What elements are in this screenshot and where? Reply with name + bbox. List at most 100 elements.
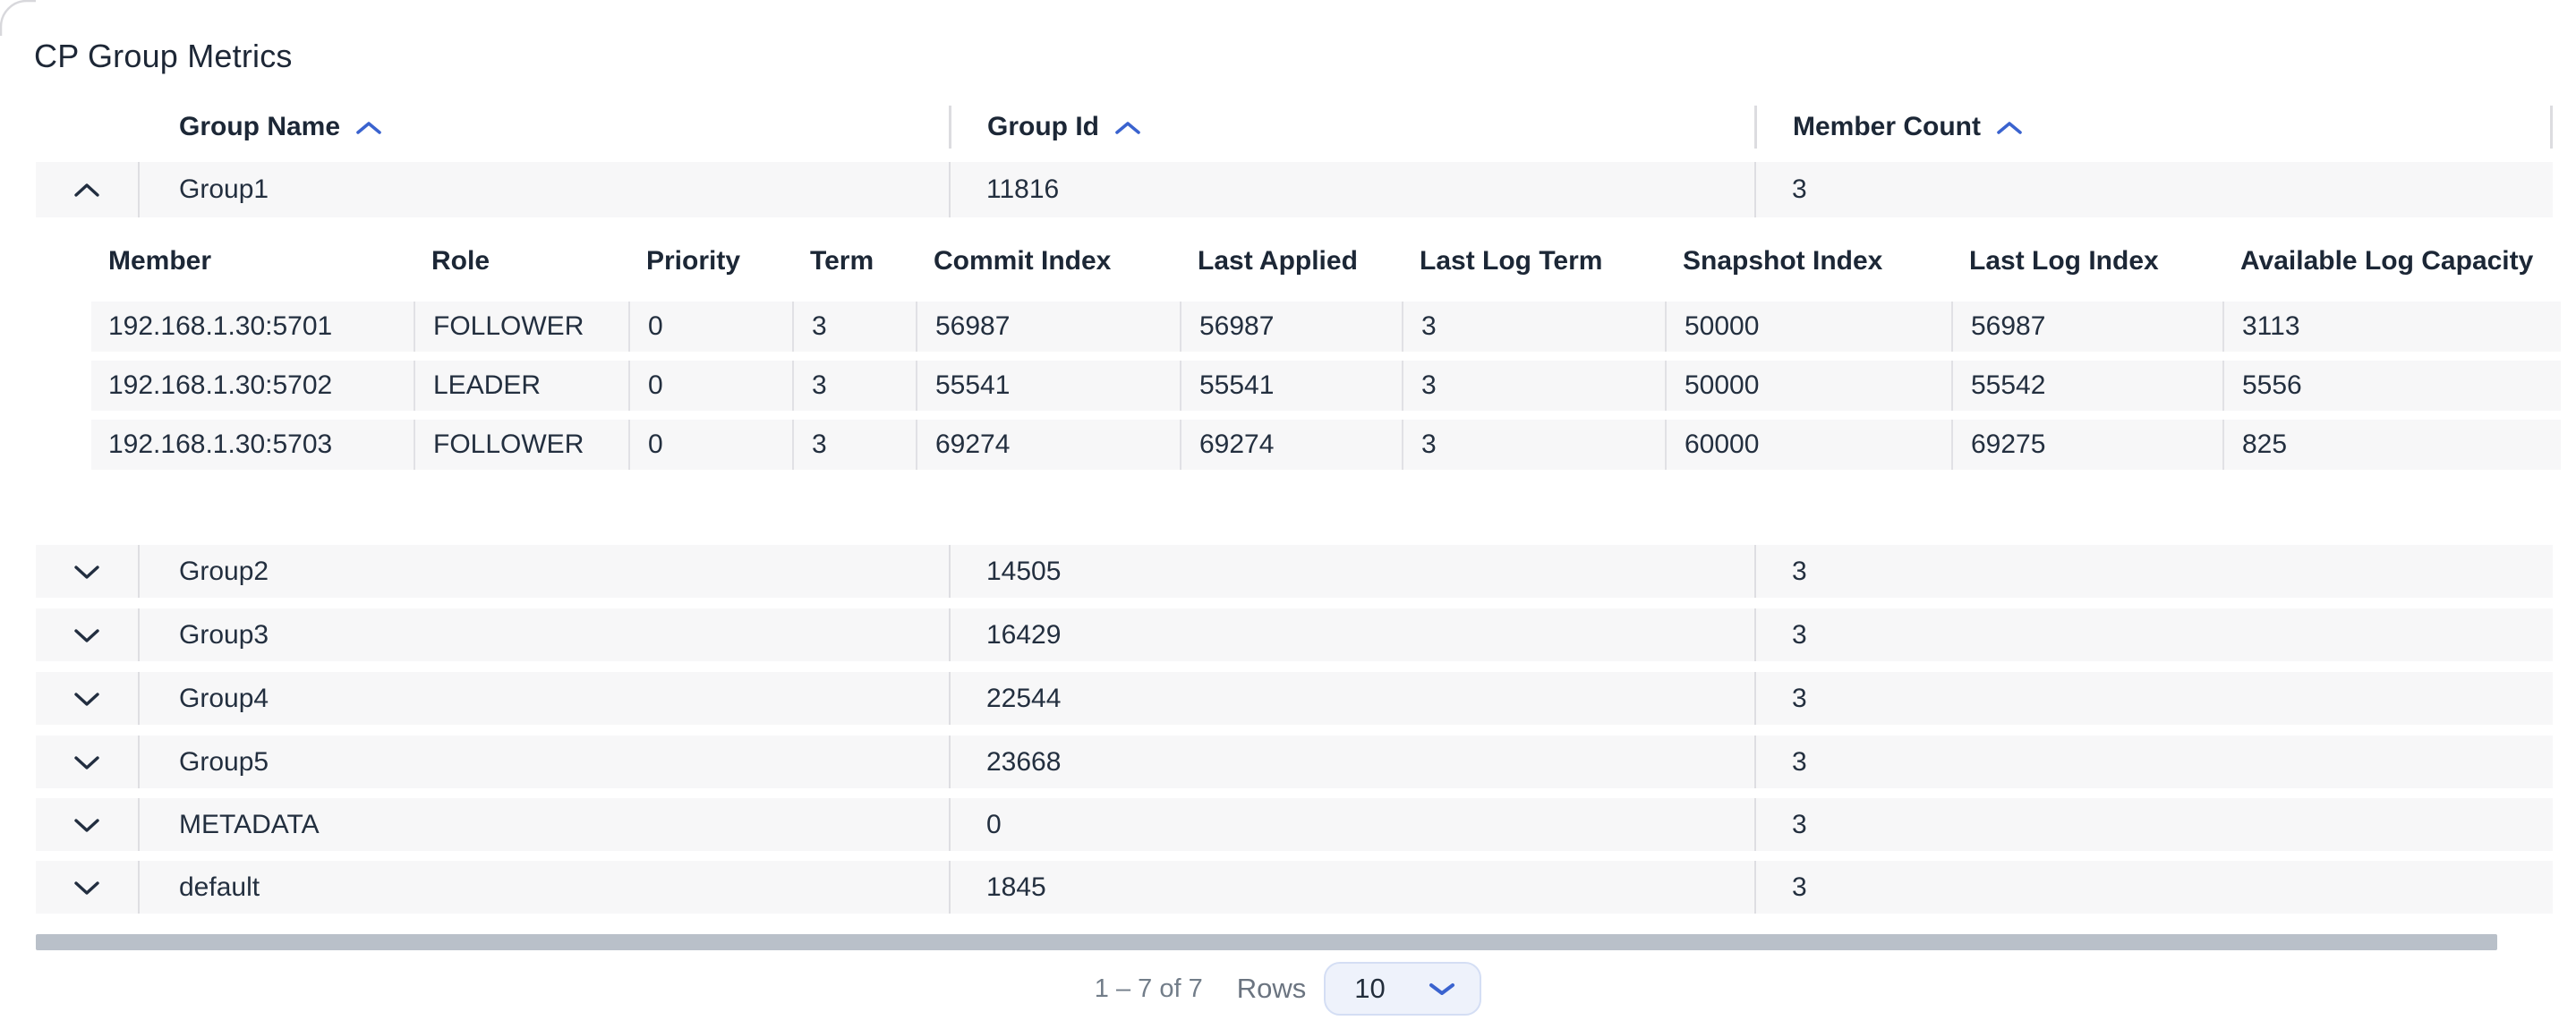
- column-header-group-id[interactable]: Group Id: [949, 106, 1754, 149]
- column-label: Group Id: [987, 112, 1099, 141]
- expander-cell: [36, 672, 140, 725]
- panel-corner: [0, 0, 36, 36]
- sort-ascending-icon: [1115, 121, 1140, 134]
- pagination-range: 1 – 7 of 7: [1094, 974, 1203, 1003]
- last-applied-cell: 69274: [1180, 420, 1402, 470]
- column-header-role: Role: [431, 246, 490, 276]
- member-count-cell: 3: [1754, 608, 2553, 661]
- group-name-cell: Group1: [179, 174, 269, 204]
- last-log-index-cell: 69275: [1951, 420, 2222, 470]
- rows-per-page-value: 10: [1354, 973, 1386, 1004]
- expander-cell: [36, 736, 140, 788]
- member-count-cell: 3: [1754, 545, 2553, 598]
- expand-row-button[interactable]: [60, 861, 114, 914]
- member-row: 192.168.1.30:5703 FOLLOWER 0 3 69274 692…: [91, 420, 2561, 470]
- expand-row-button[interactable]: [60, 545, 114, 598]
- priority-cell: 0: [628, 302, 792, 352]
- column-label: Group Name: [179, 112, 341, 141]
- column-header-snapshot-index: Snapshot Index: [1683, 246, 1883, 276]
- table-row-default[interactable]: default 1845 3: [36, 861, 2553, 914]
- group-name-cell: Group4: [179, 683, 269, 713]
- group-id-cell: 22544: [949, 672, 1754, 725]
- member-metrics-table: Member Role Priority Term Commit Index L…: [91, 243, 2561, 470]
- group-name-cell: Group5: [179, 746, 269, 777]
- member-row: 192.168.1.30:5701 FOLLOWER 0 3 56987 569…: [91, 302, 2561, 352]
- table-header-row: Group Name Group Id Member Count: [36, 106, 2553, 149]
- snapshot-index-cell: 50000: [1665, 302, 1951, 352]
- expander-cell: [36, 608, 140, 661]
- expand-row-button[interactable]: [60, 736, 114, 788]
- group-name-cell: Group3: [179, 619, 269, 650]
- group-id-cell: 14505: [949, 545, 1754, 598]
- priority-cell: 0: [628, 361, 792, 411]
- member-count-cell: 3: [1754, 162, 2553, 217]
- member-cell: 192.168.1.30:5701: [108, 311, 333, 341]
- last-log-index-cell: 55542: [1951, 361, 2222, 411]
- expand-row-button[interactable]: [60, 608, 114, 661]
- expander-cell: [36, 162, 140, 217]
- column-header-priority: Priority: [646, 246, 741, 276]
- expand-row-button[interactable]: [60, 798, 114, 851]
- chevron-up-icon: [74, 183, 99, 197]
- table-row-group4[interactable]: Group4 22544 3: [36, 672, 2553, 725]
- commit-index-cell: 69274: [916, 420, 1180, 470]
- column-header-group-name[interactable]: Group Name: [140, 106, 949, 149]
- column-header-term: Term: [810, 246, 874, 276]
- page-title: CP Group Metrics: [34, 38, 293, 74]
- column-header-member: Member: [108, 246, 212, 276]
- table-row-group5[interactable]: Group5 23668 3: [36, 736, 2553, 788]
- last-log-index-cell: 56987: [1951, 302, 2222, 352]
- available-log-capacity-cell: 5556: [2222, 361, 2561, 411]
- table-row-group1[interactable]: Group1 11816 3: [36, 162, 2553, 217]
- table-row-metadata[interactable]: METADATA 0 3: [36, 798, 2553, 851]
- priority-cell: 0: [628, 420, 792, 470]
- commit-index-cell: 55541: [916, 361, 1180, 411]
- expand-row-button[interactable]: [60, 672, 114, 725]
- term-cell: 3: [792, 302, 916, 352]
- available-log-capacity-cell: 825: [2222, 420, 2561, 470]
- last-log-term-cell: 3: [1402, 420, 1665, 470]
- term-cell: 3: [792, 420, 916, 470]
- term-cell: 3: [792, 361, 916, 411]
- sort-ascending-icon: [1997, 121, 2022, 134]
- column-header-commit-index: Commit Index: [934, 246, 1112, 276]
- snapshot-index-cell: 50000: [1665, 361, 1951, 411]
- column-header-available-log-capacity: Available Log Capacity: [2240, 246, 2534, 276]
- column-header-member-count[interactable]: Member Count: [1754, 106, 2553, 149]
- column-header-last-log-term: Last Log Term: [1420, 246, 1603, 276]
- expander-cell: [36, 861, 140, 914]
- chevron-down-icon: [74, 628, 99, 642]
- member-cell: 192.168.1.30:5702: [108, 370, 333, 400]
- last-log-term-cell: 3: [1402, 361, 1665, 411]
- group-id-cell: 11816: [949, 162, 1754, 217]
- group-id-cell: 1845: [949, 861, 1754, 914]
- chevron-down-icon: [74, 565, 99, 579]
- role-cell: LEADER: [414, 361, 628, 411]
- member-count-cell: 3: [1754, 861, 2553, 914]
- expander-column-header: [36, 106, 140, 149]
- horizontal-scrollbar[interactable]: [36, 934, 2497, 950]
- group-name-cell: Group2: [179, 556, 269, 586]
- group-name-cell: METADATA: [179, 809, 320, 839]
- table-row-group2[interactable]: Group2 14505 3: [36, 545, 2553, 598]
- last-log-term-cell: 3: [1402, 302, 1665, 352]
- chevron-down-icon: [1429, 982, 1455, 995]
- chevron-down-icon: [74, 755, 99, 770]
- member-row: 192.168.1.30:5702 LEADER 0 3 55541 55541…: [91, 361, 2561, 411]
- collapse-row-button[interactable]: [60, 162, 114, 217]
- table-row-group3[interactable]: Group3 16429 3: [36, 608, 2553, 661]
- last-applied-cell: 55541: [1180, 361, 1402, 411]
- expander-cell: [36, 545, 140, 598]
- group-id-cell: 23668: [949, 736, 1754, 788]
- member-count-cell: 3: [1754, 736, 2553, 788]
- last-applied-cell: 56987: [1180, 302, 1402, 352]
- group-name-cell: default: [179, 872, 260, 902]
- member-table-header-row: Member Role Priority Term Commit Index L…: [91, 243, 2561, 279]
- chevron-down-icon: [74, 880, 99, 895]
- rows-per-page-select[interactable]: 10: [1324, 962, 1482, 1016]
- column-label: Member Count: [1793, 112, 1981, 141]
- expander-cell: [36, 798, 140, 851]
- available-log-capacity-cell: 3113: [2222, 302, 2561, 352]
- member-count-cell: 3: [1754, 798, 2553, 851]
- snapshot-index-cell: 60000: [1665, 420, 1951, 470]
